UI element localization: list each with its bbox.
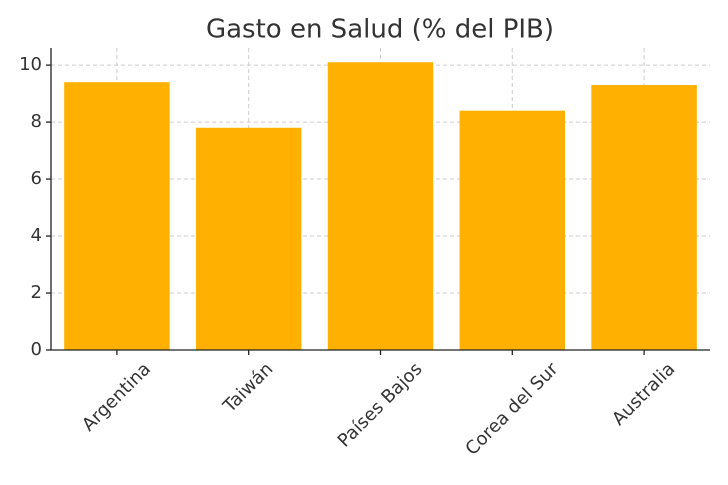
y-tick-label: 0 [31, 339, 42, 360]
y-tick-label: 4 [31, 225, 42, 246]
y-tick-label: 8 [31, 111, 42, 132]
y-tick-label: 2 [31, 282, 42, 303]
x-tick-label: Corea del Sur [461, 358, 562, 459]
chart-title: Gasto en Salud (% del PIB) [206, 15, 554, 45]
x-tick-label: Australia [608, 359, 679, 430]
bar [195, 127, 302, 350]
bar [459, 110, 566, 350]
y-tick-label: 10 [19, 54, 42, 75]
bar [64, 82, 170, 350]
y-tick-label: 6 [31, 168, 42, 189]
bar [591, 85, 697, 351]
x-tick-label: Países Bajos [334, 359, 427, 452]
bar [327, 62, 434, 351]
x-tick-label: Argentina [78, 359, 155, 436]
x-tick-label: Taiwán [219, 359, 278, 418]
